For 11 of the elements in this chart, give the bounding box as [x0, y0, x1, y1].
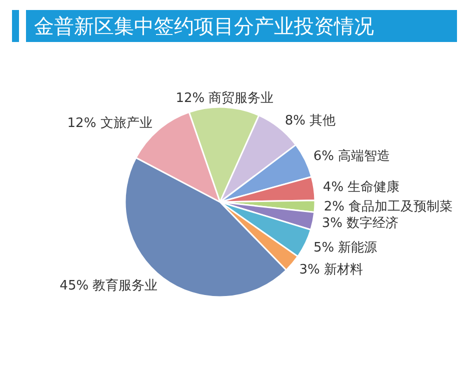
slice-label: 4% 生命健康: [322, 180, 400, 196]
slice-label: 3% 数字经济: [322, 214, 399, 231]
slice-label: 3% 新材料: [299, 262, 363, 278]
slice-label: 8% 其他: [284, 114, 336, 129]
slice-label: 12% 文旅产业: [67, 116, 152, 132]
slice-label: 45% 教育服务业: [60, 277, 158, 294]
slice-label: 6% 高端智造: [313, 148, 390, 164]
slice-label: 5% 新能源: [313, 240, 378, 256]
slice-label: 12% 商贸服务业: [176, 91, 274, 106]
chart-title: 金普新区集中签约项目分产业投资情况: [26, 10, 457, 42]
slice-label: 2% 食品加工及预制菜: [324, 200, 453, 215]
